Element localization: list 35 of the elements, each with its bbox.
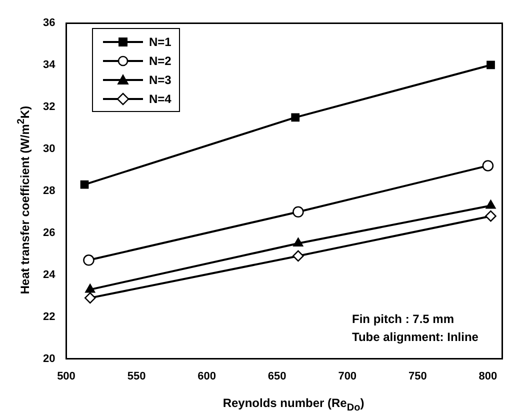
x-tick-label: 800	[478, 370, 498, 382]
legend-label: N=4	[149, 92, 172, 106]
x-tick-label: 600	[198, 370, 216, 382]
y-tick-label: 22	[42, 310, 56, 323]
y-tick-label: 34	[42, 59, 56, 72]
y-tick-label: 32	[42, 100, 56, 113]
point	[84, 292, 96, 304]
point	[482, 160, 494, 172]
x-tick-label: 500	[57, 370, 76, 382]
legend-label: N=3	[149, 72, 172, 86]
point	[486, 60, 495, 70]
point	[83, 254, 94, 266]
annotation: Tube alignment: Inline	[352, 330, 479, 344]
point	[485, 210, 496, 222]
y-tick-label: 28	[42, 184, 56, 197]
point	[292, 206, 304, 218]
x-tick-label: 750	[408, 370, 427, 382]
y-tick-label: 26	[42, 226, 56, 239]
legend-label: N=1	[149, 34, 172, 48]
annotation: Fin pitch : 7.5 mm	[352, 312, 454, 326]
x-tick-label: 650	[268, 370, 286, 382]
point	[85, 284, 96, 293]
x-tick-label: 700	[338, 370, 357, 382]
y-tick-label: 24	[42, 268, 56, 281]
y-tick-label: 30	[42, 142, 56, 155]
legend-label: N=2	[149, 54, 172, 68]
point	[292, 250, 304, 262]
x-tick-label: 550	[127, 370, 146, 382]
point	[291, 113, 300, 122]
point	[80, 180, 89, 189]
x-axis-title: Reynolds number (Re$_{Do}$)	[222, 396, 366, 414]
y-tick-label: 20	[42, 352, 56, 365]
y-tick-label: 36	[42, 17, 56, 30]
point	[486, 200, 496, 209]
point	[293, 238, 304, 247]
